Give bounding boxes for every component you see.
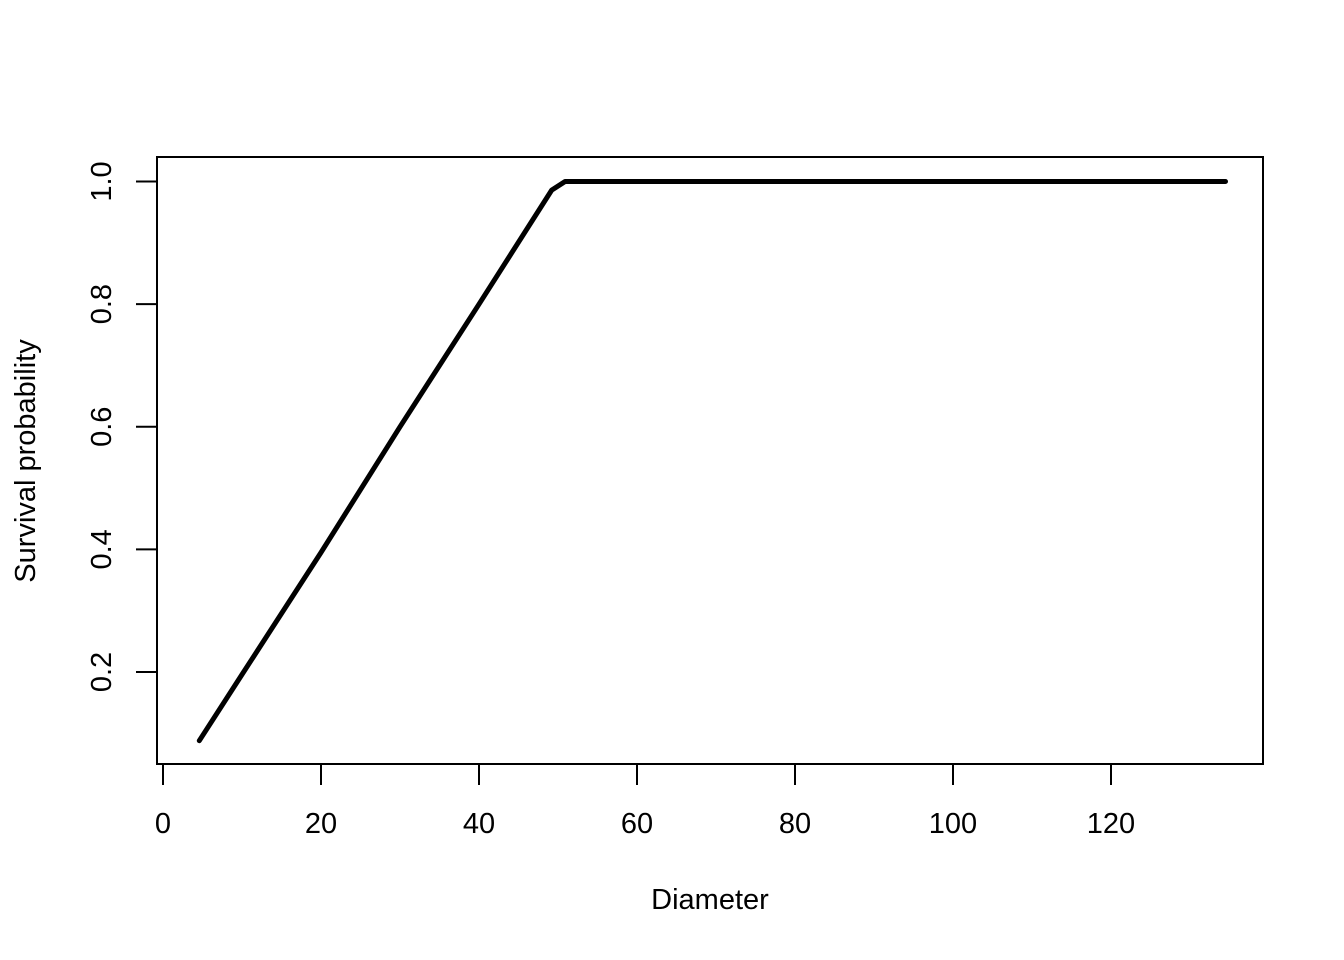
- x-tick-label: 40: [463, 808, 495, 840]
- x-tick-label: 100: [929, 808, 977, 840]
- y-axis-title: Survival probability: [10, 339, 42, 583]
- y-tick-label: 0.2: [86, 652, 118, 692]
- x-tick-label: 20: [305, 808, 337, 840]
- x-tick-label: 120: [1087, 808, 1135, 840]
- y-tick-label: 0.4: [86, 529, 118, 569]
- x-tick-label: 60: [621, 808, 653, 840]
- y-tick-label: 1.0: [86, 161, 118, 201]
- x-tick-label: 80: [779, 808, 811, 840]
- x-axis: 0 20 40 60 80 100 120: [155, 763, 1135, 840]
- plot-frame: [156, 156, 1264, 765]
- y-axis: 0.2 0.4 0.6 0.8 1.0: [86, 161, 158, 692]
- survival-line: [196, 179, 1228, 744]
- x-tick-label: 0: [155, 808, 171, 840]
- y-tick-label: 0.6: [86, 407, 118, 447]
- y-tick-label: 0.8: [86, 284, 118, 324]
- x-axis-title: Diameter: [651, 884, 769, 916]
- series-layer: [196, 179, 1228, 744]
